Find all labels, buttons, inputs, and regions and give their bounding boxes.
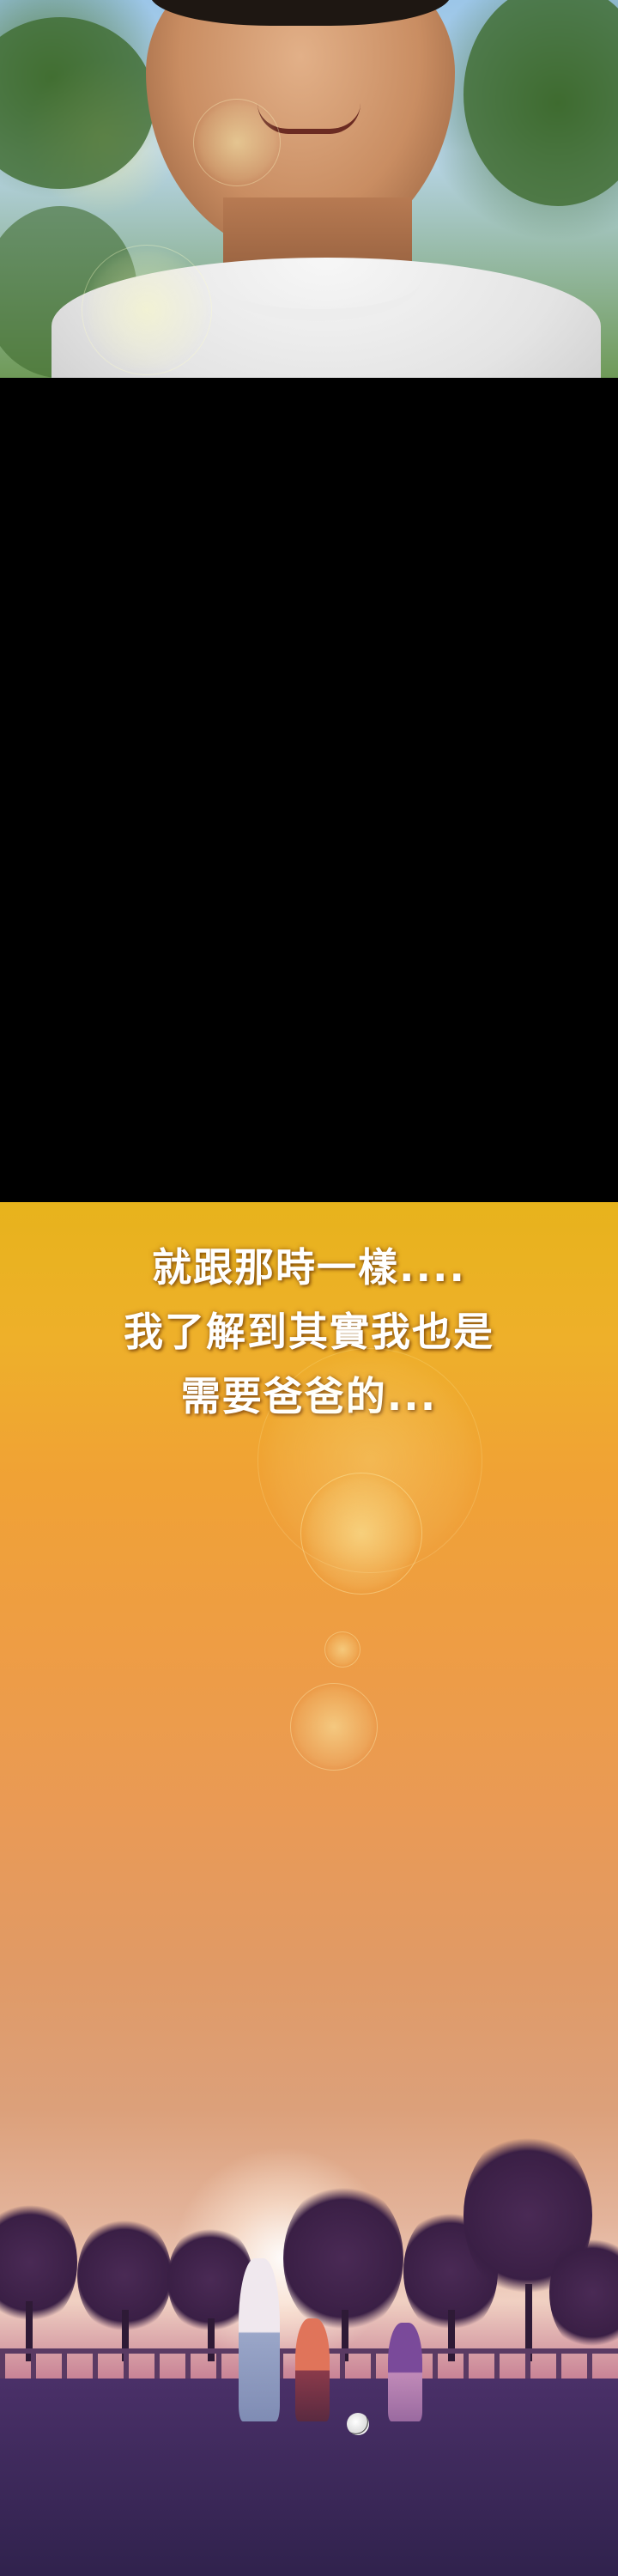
tree-trunk <box>208 2318 215 2361</box>
tree-foliage <box>0 17 154 189</box>
panel-sunset-field: 就跟那時一樣.... 我了解到其實我也是 需要爸爸的... <box>0 1202 618 2576</box>
tree-foliage <box>464 0 618 206</box>
lens-flare <box>290 1683 378 1771</box>
tree-trunk <box>448 2310 455 2361</box>
lens-flare <box>324 1631 360 1668</box>
lens-flare <box>82 245 212 375</box>
tree-trunk <box>342 2310 348 2361</box>
lens-flare <box>300 1473 422 1595</box>
tree-silhouette <box>549 2233 618 2353</box>
child-figure <box>388 2323 422 2421</box>
tree-trunk <box>26 2301 33 2361</box>
tree-trunk <box>525 2284 532 2361</box>
caption-line-1: 就跟那時一樣.... <box>152 1244 466 1291</box>
father-figure <box>239 2258 280 2421</box>
tree-silhouette <box>0 2198 77 2327</box>
caption-line-2: 我了解到其實我也是 <box>124 1309 494 1355</box>
child-figure <box>295 2318 330 2421</box>
panel-man-closeup <box>0 0 618 378</box>
panel-black-gap <box>0 378 618 1202</box>
lens-flare <box>193 99 281 186</box>
shirt-collar <box>215 240 421 321</box>
tree-trunk <box>122 2310 129 2361</box>
man-smile <box>258 103 360 134</box>
soccer-ball <box>347 2413 369 2435</box>
